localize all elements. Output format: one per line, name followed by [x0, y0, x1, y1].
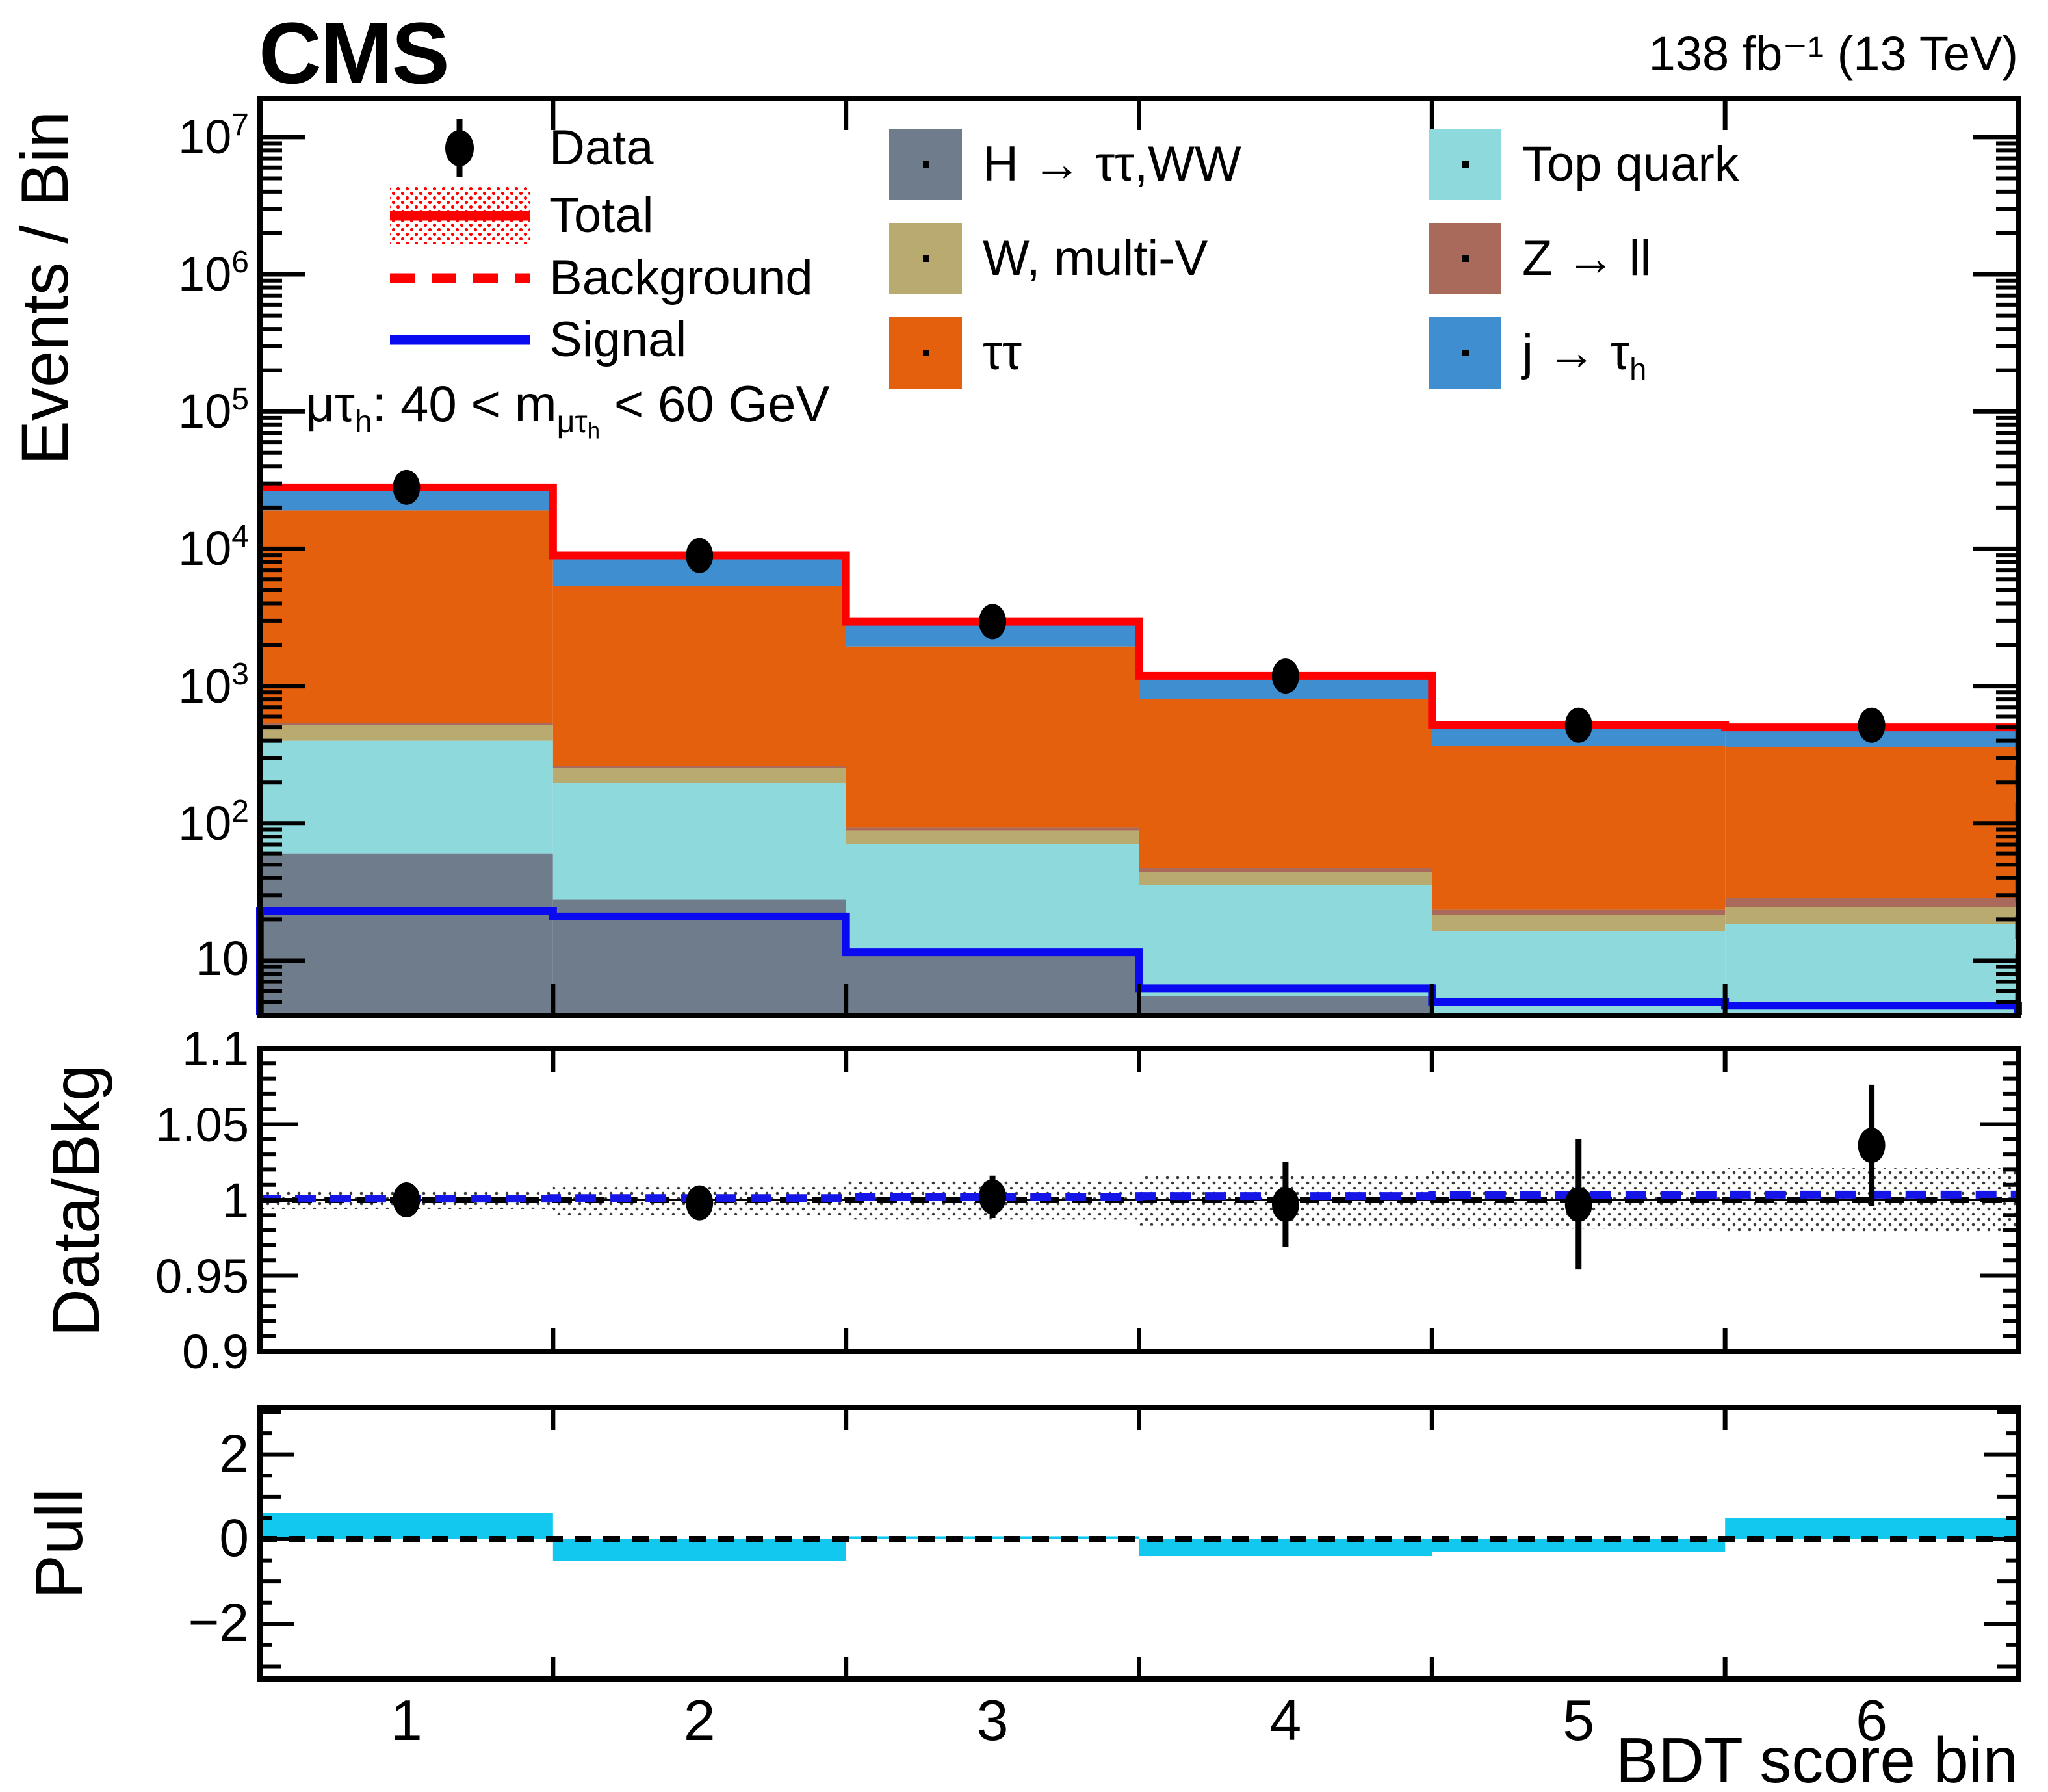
x-axis-title: BDT score bin [1615, 1724, 2018, 1792]
legend-label-wmultiv: W, multi-V [983, 231, 1208, 286]
stack-segment-top-bin2 [552, 783, 846, 900]
stack-segment-wmultiv-bin4 [1139, 872, 1432, 885]
ratio-y-tick-label: 0.95 [155, 1249, 249, 1303]
stack-segment-zll-bin4 [1139, 868, 1432, 872]
stack-segment-tautau-bin1 [260, 510, 553, 723]
ratio-point-bin3 [979, 1179, 1007, 1215]
main-y-tick-label: 107 [177, 107, 249, 164]
ratio-point-bin2 [686, 1185, 714, 1221]
x-tick-label: 2 [683, 1688, 716, 1752]
pull-bar-bin1 [260, 1513, 553, 1539]
legend-label-zll: Z → ll [1522, 231, 1652, 286]
legend-label-top: Top quark [1522, 136, 1739, 192]
data-point-bin2 [686, 538, 714, 573]
ratio-point-bin1 [393, 1182, 421, 1217]
pull-y-tick-label: −2 [188, 1593, 250, 1653]
data-point-bin1 [393, 469, 421, 505]
ratio-point-bin5 [1564, 1186, 1592, 1222]
legend-label-background: Background [549, 250, 813, 305]
legend-markers [390, 119, 1501, 389]
stack-segment-zll-bin5 [1432, 909, 1726, 915]
ratio-frame [257, 1046, 2021, 1354]
main-y-tick-label: 106 [177, 245, 249, 302]
stack-segment-tautau-bin6 [1725, 747, 2018, 898]
data-point-bin4 [1271, 658, 1299, 694]
stack-segment-wmultiv-bin1 [260, 725, 553, 741]
total-step-line [260, 483, 2018, 732]
stack-segment-zll-bin2 [552, 766, 846, 768]
signal-plus-bkg-ratio-line [260, 1190, 2018, 1203]
stack-segment-wmultiv-bin2 [552, 768, 846, 783]
stack-segment-higgs-bin4 [1139, 996, 1432, 1015]
x-tick-label: 3 [976, 1688, 1009, 1752]
luminosity-label: 138 fb⁻¹ (13 TeV) [1648, 27, 2018, 81]
legend-label-total: Total [549, 188, 654, 243]
main-y-tick-label: 105 [177, 382, 249, 439]
stack-segment-wmultiv-bin3 [846, 830, 1139, 844]
main-y-tick-label: 104 [177, 519, 249, 576]
pull-y-tick-label: 0 [219, 1508, 249, 1568]
pull-bar-bin3 [846, 1536, 1139, 1539]
main-y-tick-label: 103 [177, 656, 249, 713]
stack-segment-top-bin6 [1725, 924, 2018, 1015]
x-tick-label: 6 [1856, 1688, 1888, 1752]
pull-panel [257, 1405, 2021, 1682]
stack-segment-top-bin4 [1139, 885, 1432, 996]
main-axis-ticks [260, 99, 2018, 1015]
ratio-point-bin6 [1858, 1128, 1886, 1163]
stack-segment-tautau-bin3 [846, 646, 1139, 828]
x-tick-label: 1 [390, 1688, 422, 1752]
legend-label-signal: Signal [549, 312, 687, 367]
legend-label-tautau: ττ [983, 325, 1022, 380]
x-tick-label: 4 [1269, 1688, 1302, 1752]
stack-segment-wmultiv-bin5 [1432, 915, 1726, 931]
data-point-bin6 [1858, 707, 1886, 743]
main-panel [256, 96, 2022, 1018]
stack-segment-higgs-bin3 [846, 955, 1139, 1015]
pull-frame [257, 1405, 2021, 1682]
data-point-bin5 [1564, 707, 1592, 743]
stack-segment-higgs-bin1 [260, 853, 553, 1015]
main-y-tick-label: 102 [177, 794, 249, 850]
ratio-y-tick-label: 1.1 [182, 1022, 249, 1076]
ratio-point-bin4 [1271, 1186, 1299, 1222]
legend-label-data: Data [549, 120, 654, 175]
ratio-points [393, 1084, 1886, 1270]
main-y-axis-title: Events / Bin [8, 110, 82, 465]
stack-segment-top-bin3 [846, 844, 1139, 955]
stack-segment-wmultiv-bin6 [1725, 907, 2018, 924]
cms-logo: CMS [259, 5, 450, 102]
stack-segment-tautau-bin4 [1139, 699, 1432, 869]
pull-bar-bin2 [552, 1539, 846, 1561]
legend-label-higgs: H → ττ,WW [983, 136, 1241, 192]
stack-segment-zll-bin3 [846, 827, 1139, 831]
pull-bar-bin6 [1725, 1518, 2018, 1539]
stack-segment-zll-bin1 [260, 723, 553, 725]
stack-segment-top-bin1 [260, 740, 553, 854]
data-points [393, 469, 1886, 743]
data-point-bin3 [979, 604, 1007, 640]
stack-segment-zll-bin6 [1725, 898, 2018, 907]
ratio-panel [257, 1046, 2021, 1354]
ratio-y-tick-label: 1.05 [155, 1097, 249, 1152]
pull-y-tick-label: 2 [219, 1423, 249, 1483]
stacked-histogram [260, 487, 2018, 1015]
legend-label-jtau: j → τh [1522, 325, 1647, 387]
selection-annotation: μτh: 40 < mμτh < 60 GeV [305, 375, 830, 444]
ratio-y-tick-label: 0.9 [182, 1325, 249, 1379]
stack-segment-tautau-bin5 [1432, 746, 1726, 910]
x-tick-label: 5 [1562, 1688, 1595, 1752]
stack-segment-tautau-bin2 [552, 586, 846, 766]
ratio-y-tick-label: 1 [222, 1173, 249, 1227]
main-y-tick-label: 10 [195, 931, 249, 985]
